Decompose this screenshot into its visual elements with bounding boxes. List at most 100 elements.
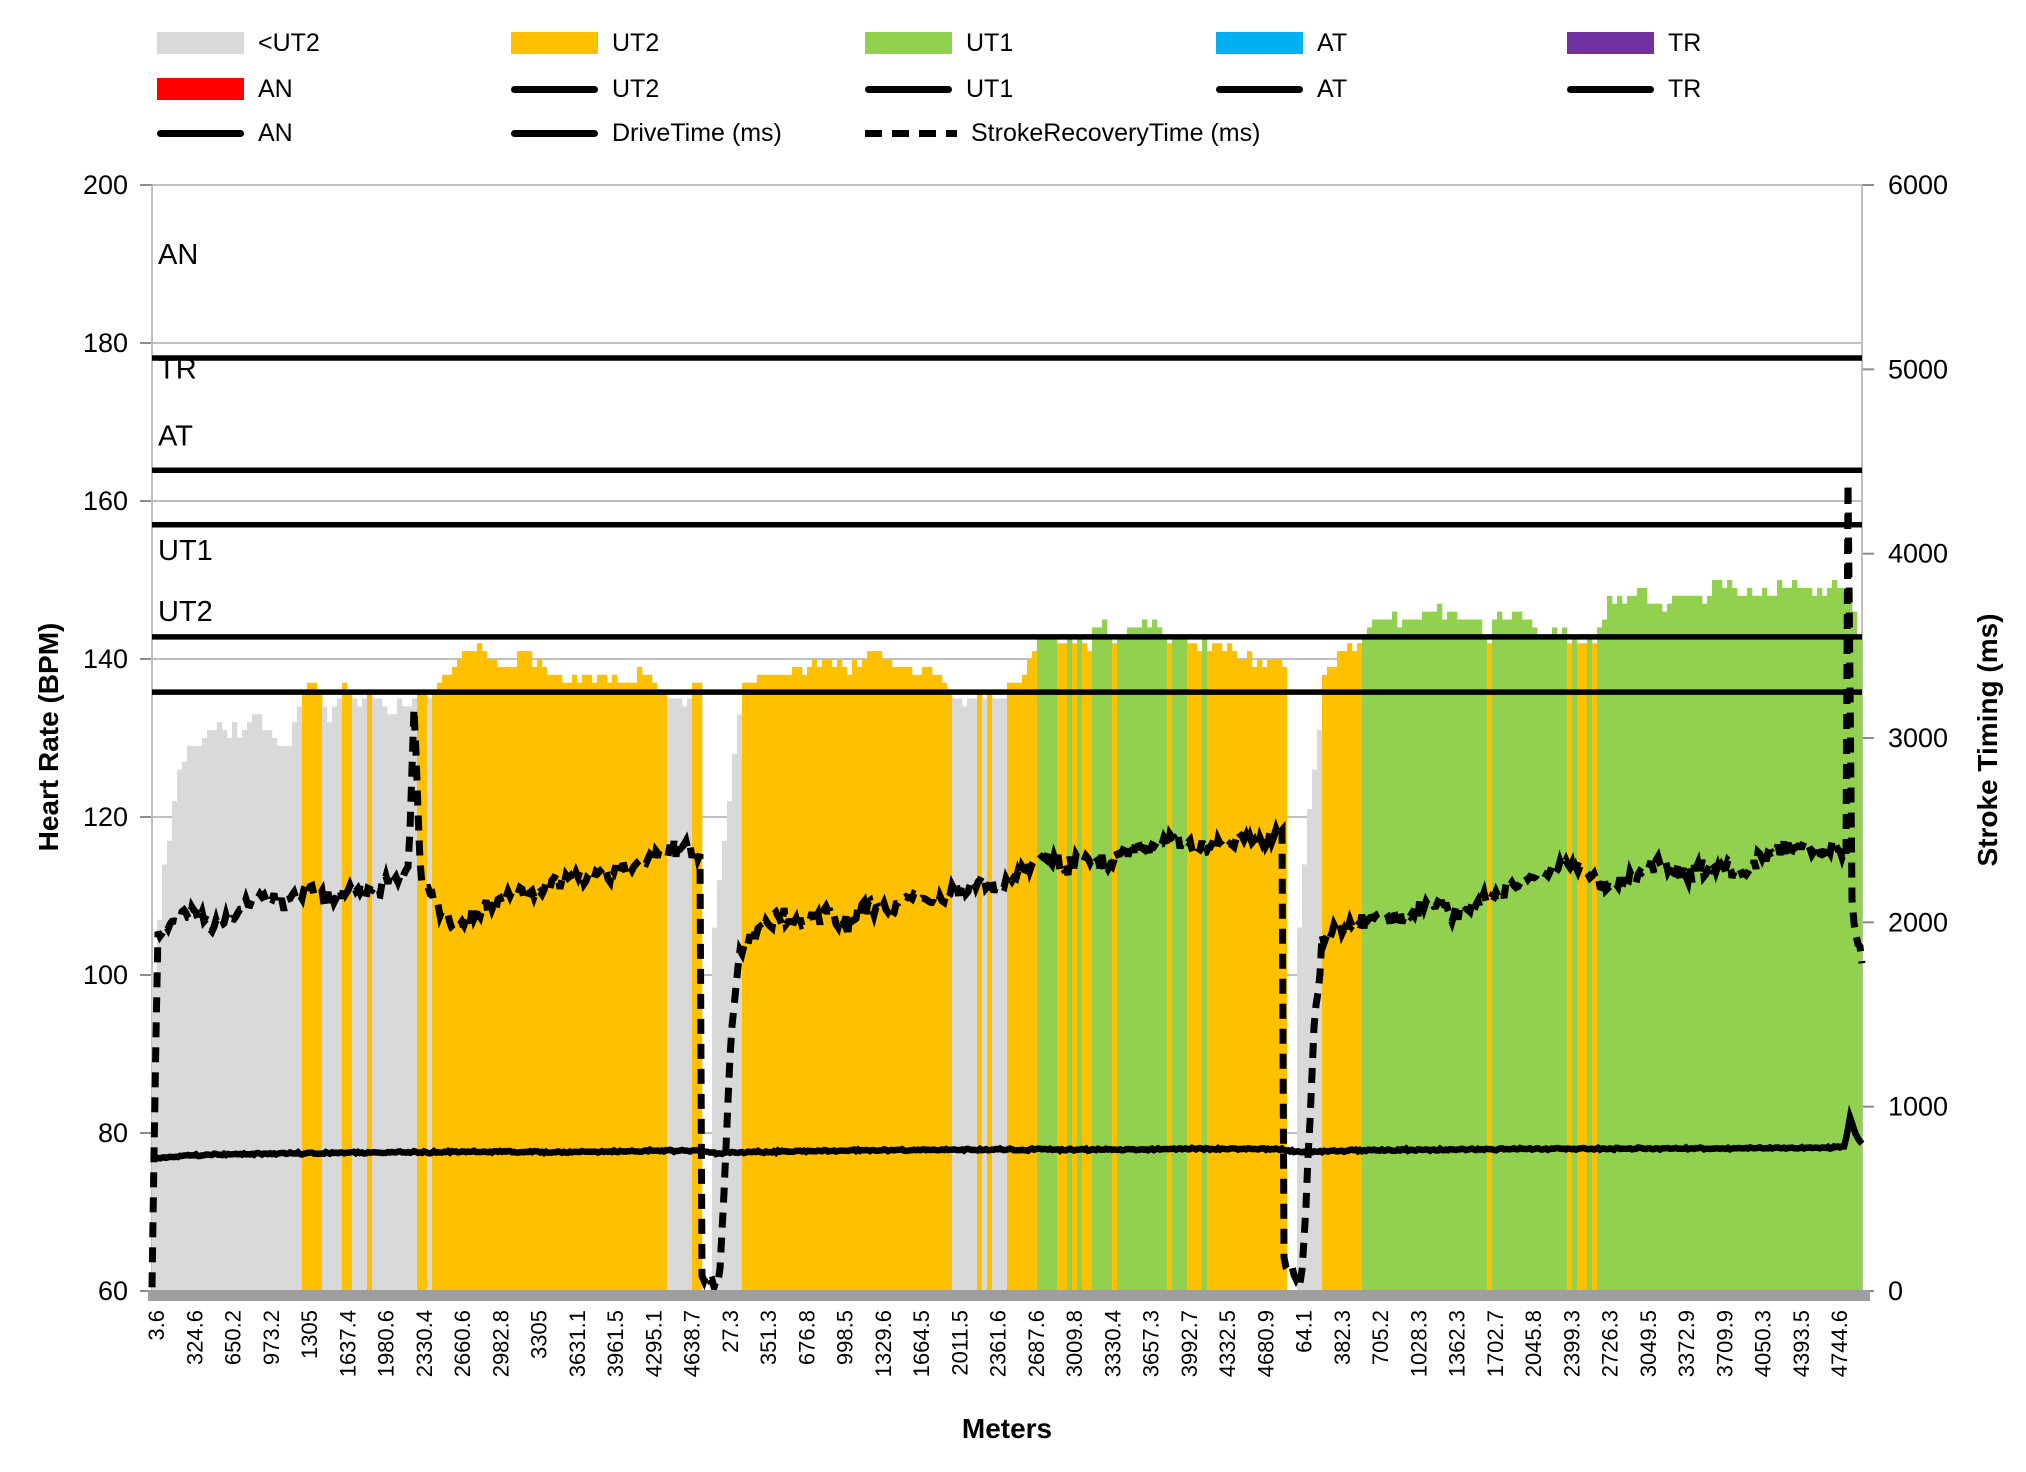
x-tick-label: 2660.6 <box>450 1310 475 1377</box>
x-tick-label: 382.3 <box>1330 1310 1355 1365</box>
legend-label: TR <box>1668 29 1702 57</box>
x-tick-label: 3049.5 <box>1636 1310 1661 1377</box>
legend-swatch-line-icon <box>865 85 952 93</box>
legend-item-drivetime-ms-: DriveTime (ms) <box>511 120 782 146</box>
right-tick-label: 6000 <box>1888 170 1948 200</box>
right-tick-label: 5000 <box>1888 354 1948 384</box>
left-axis-title: Heart Rate (BPM) <box>33 622 64 852</box>
legend-item-tr: TR <box>1567 76 1701 102</box>
legend-swatch-line-icon <box>1567 85 1654 93</box>
x-tick-label: 2011.5 <box>947 1310 972 1376</box>
left-tick-label: 140 <box>83 644 128 674</box>
x-tick-label: 4295.1 <box>641 1310 666 1377</box>
legend-label: UT1 <box>966 75 1014 103</box>
left-tick-label: 100 <box>83 960 128 990</box>
x-tick-label: 2399.3 <box>1559 1310 1584 1377</box>
legend-item-strokerecoverytime-ms-: StrokeRecoveryTime (ms) <box>865 120 1260 146</box>
x-tick-label: 650.2 <box>221 1310 246 1365</box>
legend-swatch-fill-icon <box>511 32 598 54</box>
legend-label: StrokeRecoveryTime (ms) <box>971 119 1261 147</box>
x-tick-label: 3305 <box>527 1310 552 1359</box>
legend-item-ut1: UT1 <box>865 30 1013 56</box>
left-tick-label: 180 <box>83 328 128 358</box>
legend-swatch-fill-icon <box>865 32 952 54</box>
legend-swatch-line-icon <box>511 85 598 93</box>
x-tick-label: 3330.4 <box>1100 1310 1125 1377</box>
x-tick-label: 3657.3 <box>1139 1310 1164 1377</box>
legend-label: DriveTime (ms) <box>612 119 782 147</box>
legend-label: UT1 <box>966 29 1014 57</box>
zone-label-ut2: UT2 <box>158 596 213 628</box>
x-tick-label: 2361.6 <box>986 1310 1011 1377</box>
right-axis-title: Stroke Timing (ms) <box>1972 613 2003 867</box>
left-tick-label: 200 <box>83 170 128 200</box>
legend-swatch-fill-icon <box>1567 32 1654 54</box>
x-tick-label: 4050.3 <box>1751 1310 1776 1377</box>
x-tick-label: 351.3 <box>756 1310 781 1365</box>
legend-swatch-fill-icon <box>157 78 244 100</box>
x-tick-label: 4744.6 <box>1827 1310 1852 1377</box>
x-tick-label: 1664.5 <box>909 1310 934 1377</box>
legend-label: AN <box>258 75 293 103</box>
legend-item-at: AT <box>1216 30 1347 56</box>
legend-item-ut1: UT1 <box>865 76 1013 102</box>
x-tick-label: 973.2 <box>259 1310 284 1365</box>
legend-item-tr: TR <box>1567 30 1701 56</box>
left-tick-label: 120 <box>83 802 128 832</box>
left-tick-label: 60 <box>98 1276 128 1306</box>
legend-label: <UT2 <box>258 29 320 57</box>
x-tick-label: 1702.7 <box>1483 1310 1508 1377</box>
legend-label: TR <box>1668 75 1702 103</box>
legend-item-at: AT <box>1216 76 1347 102</box>
strokerecoverytime-line <box>148 483 1866 1300</box>
legend-label: AT <box>1317 75 1348 103</box>
x-tick-label: 2726.3 <box>1598 1310 1623 1377</box>
right-tick-label: 0 <box>1888 1276 1903 1306</box>
zone-label-tr: TR <box>158 353 197 385</box>
legend-swatch-dash-icon <box>865 129 957 137</box>
x-tick-label: 2045.8 <box>1521 1310 1546 1377</box>
legend-item-ut2: UT2 <box>511 76 659 102</box>
drivetime-line <box>152 1104 1865 1162</box>
legend-label: AT <box>1317 29 1348 57</box>
x-tick-label: 1305 <box>297 1310 322 1359</box>
legend-label: AN <box>258 119 293 147</box>
left-tick-label: 160 <box>83 486 128 516</box>
legend-swatch-fill-icon <box>1216 32 1303 54</box>
x-tick-label: 324.6 <box>182 1310 207 1365</box>
right-tick-label: 2000 <box>1888 907 1948 937</box>
legend-swatch-line-icon <box>1216 85 1303 93</box>
right-tick-label: 4000 <box>1888 539 1948 569</box>
legend-item--ut2: <UT2 <box>157 30 320 56</box>
x-tick-label: 4638.7 <box>680 1310 705 1377</box>
x-tick-label: 1980.6 <box>374 1310 399 1377</box>
x-tick-label: 3009.8 <box>1062 1310 1087 1377</box>
x-tick-label: 3992.7 <box>1177 1310 1202 1377</box>
legend-swatch-fill-icon <box>157 32 244 54</box>
x-tick-label: 998.5 <box>833 1310 858 1365</box>
x-tick-label: 1329.6 <box>871 1310 896 1377</box>
x-axis-bar <box>148 1290 1870 1301</box>
x-tick-label: 27.3 <box>718 1310 743 1353</box>
zone-label-ut1: UT1 <box>158 535 213 567</box>
x-tick-label: 1028.3 <box>1406 1310 1431 1377</box>
zone-label-at: AT <box>158 420 193 452</box>
legend-swatch-line-icon <box>511 129 598 137</box>
x-tick-label: 1637.4 <box>335 1310 360 1377</box>
x-tick-label: 705.2 <box>1368 1310 1393 1365</box>
legend-label: UT2 <box>612 75 660 103</box>
x-tick-label: 4393.5 <box>1789 1310 1814 1377</box>
x-tick-label: 2687.6 <box>1024 1310 1049 1377</box>
x-axis-title: Meters <box>961 1413 1053 1444</box>
x-tick-label: 1362.3 <box>1445 1310 1470 1377</box>
legend-item-ut2: UT2 <box>511 30 659 56</box>
x-tick-label: 676.8 <box>794 1310 819 1365</box>
x-tick-label: 3961.5 <box>603 1310 628 1377</box>
left-tick-label: 80 <box>98 1118 128 1148</box>
x-tick-label: 3372.9 <box>1674 1310 1699 1377</box>
zone-label-an: AN <box>158 239 198 271</box>
x-tick-label: 3709.9 <box>1712 1310 1737 1377</box>
legend-label: UT2 <box>612 29 660 57</box>
